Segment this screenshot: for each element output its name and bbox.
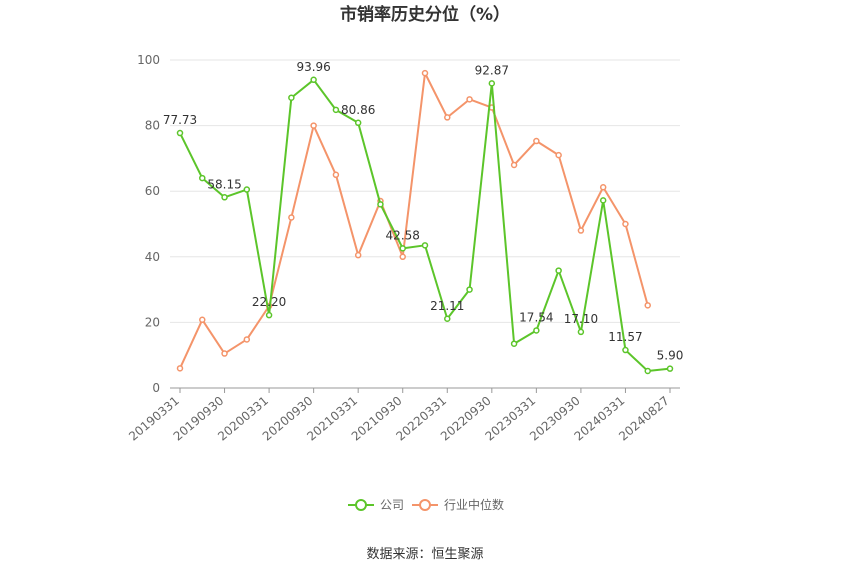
point-s0-13 (466, 286, 473, 293)
point-s0-1 (199, 174, 206, 182)
legend-marker-industry (419, 499, 431, 511)
point-s0-22 (666, 365, 674, 372)
y-tick-label-20: 20 (145, 315, 160, 329)
series-lines (176, 69, 674, 375)
point-s0-9 (377, 201, 384, 208)
point-s1-20 (622, 220, 629, 228)
y-tick-label-80: 80 (145, 119, 160, 133)
point-s1-3 (243, 336, 251, 343)
point-s1-15 (510, 161, 518, 169)
legend-label-company: 公司 (380, 498, 404, 512)
point-s0-7 (332, 106, 340, 114)
point-s0-14 (488, 80, 496, 87)
grid-lines (170, 59, 680, 323)
point-s0-17 (555, 267, 562, 274)
data-source: 数据来源：恒生聚源 (366, 547, 483, 562)
data-label-20: 11.57 (608, 330, 642, 344)
data-label-8: 80.86 (341, 103, 375, 117)
chart-title: 市销率历史分位（%） (340, 4, 510, 25)
legend-item-industry[interactable]: 行业中位数 (412, 497, 504, 512)
point-s0-2 (221, 194, 228, 201)
point-s0-16 (533, 327, 540, 334)
point-s0-18 (577, 328, 585, 336)
point-s0-0 (176, 129, 184, 137)
point-s1-17 (555, 151, 562, 159)
y-tick-label-100: 100 (137, 53, 160, 67)
point-s0-8 (354, 119, 362, 127)
data-label-4: 22.20 (252, 295, 286, 309)
point-s0-10 (399, 245, 406, 252)
point-s0-6 (310, 76, 317, 84)
point-s1-1 (199, 316, 206, 324)
data-label-2: 58.15 (207, 177, 241, 191)
data-label-16: 17.54 (519, 310, 553, 324)
point-s0-4 (265, 311, 273, 319)
data-labels: 77.73 58.15 22.20 93.96 80.86 42.58 21.11 92.87… (163, 60, 684, 363)
data-label-14: 92.87 (475, 63, 509, 77)
point-s1-12 (444, 114, 451, 121)
point-s1-6 (310, 122, 317, 129)
point-s1-8 (354, 251, 362, 259)
point-s0-21 (644, 367, 651, 375)
y-tick-label-60: 60 (145, 184, 160, 198)
point-s1-7 (332, 171, 340, 179)
legend[interactable]: 公司 行业中位数 (348, 497, 504, 512)
legend-item-company[interactable]: 公司 (348, 498, 404, 512)
point-s1-18 (577, 227, 585, 234)
point-s1-11 (421, 69, 429, 77)
point-s0-3 (243, 186, 251, 193)
data-label-18: 17.10 (564, 312, 598, 326)
data-label-10: 42.58 (386, 228, 420, 242)
y-tick-label-40: 40 (145, 250, 160, 264)
point-s0-12 (444, 315, 451, 323)
data-label-6: 93.96 (296, 60, 330, 74)
point-s1-0 (176, 365, 184, 372)
legend-label-industry: 行业中位数 (444, 497, 504, 512)
point-s0-15 (510, 340, 518, 347)
data-label-22: 5.90 (657, 349, 684, 363)
series-line-0 (179, 78, 671, 372)
series-line-1 (179, 72, 649, 369)
point-s0-5 (288, 94, 295, 101)
point-s1-16 (533, 137, 540, 145)
point-s1-10 (399, 253, 406, 261)
data-label-0: 77.73 (163, 113, 197, 127)
point-s1-2 (221, 350, 228, 357)
point-s1-21 (644, 302, 651, 309)
point-s0-11 (421, 242, 429, 249)
point-s0-19 (599, 197, 607, 204)
point-s1-13 (466, 96, 473, 103)
legend-marker-company (355, 499, 367, 511)
point-s1-19 (599, 184, 607, 191)
point-s1-5 (288, 214, 295, 221)
point-s0-20 (622, 346, 629, 354)
y-tick-label-0: 0 (152, 381, 160, 395)
data-label-12: 21.11 (430, 299, 464, 313)
